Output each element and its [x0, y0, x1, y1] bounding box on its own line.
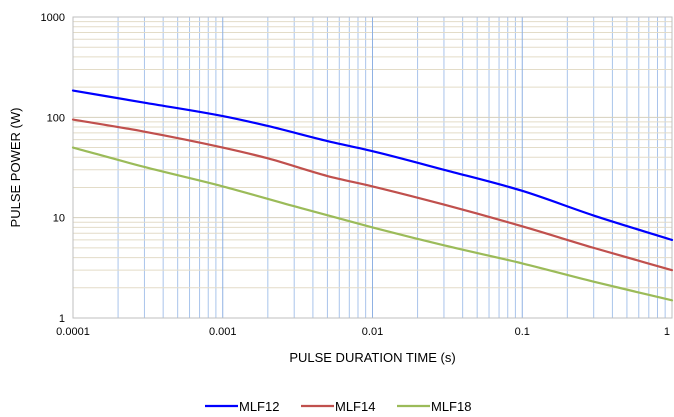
x-tick-label: 0.01 — [362, 326, 383, 338]
y-tick-label: 10 — [53, 213, 65, 225]
legend: MLF12 MLF14 MLF18 — [205, 399, 471, 414]
y-axis-title: PULSE POWER (W) — [8, 108, 23, 228]
series-layer — [71, 89, 674, 302]
y-tick-label: 100 — [47, 112, 65, 124]
x-tick-label: 0.0001 — [56, 326, 90, 338]
series-line-mlf18 — [71, 146, 674, 302]
series-line-mlf12 — [71, 89, 674, 242]
y-tick-label: 1 — [59, 313, 65, 325]
y-tick-label: 1000 — [41, 12, 65, 24]
series-line-mlf14 — [71, 118, 674, 272]
x-tick-label: 1 — [664, 326, 670, 338]
legend-label-mlf14: MLF14 — [335, 399, 375, 414]
x-axis-tick-labels: 0.0001 0.001 0.01 0.1 1 — [56, 326, 670, 338]
y-axis-tick-labels: 1 10 100 1000 — [41, 12, 65, 325]
legend-label-mlf18: MLF18 — [431, 399, 471, 414]
x-tick-label: 0.1 — [515, 326, 530, 338]
legend-label-mlf12: MLF12 — [239, 399, 279, 414]
x-axis-title: PULSE DURATION TIME (s) — [289, 350, 455, 365]
plot-frame — [72, 16, 673, 319]
x-tick-label: 0.001 — [209, 326, 237, 338]
